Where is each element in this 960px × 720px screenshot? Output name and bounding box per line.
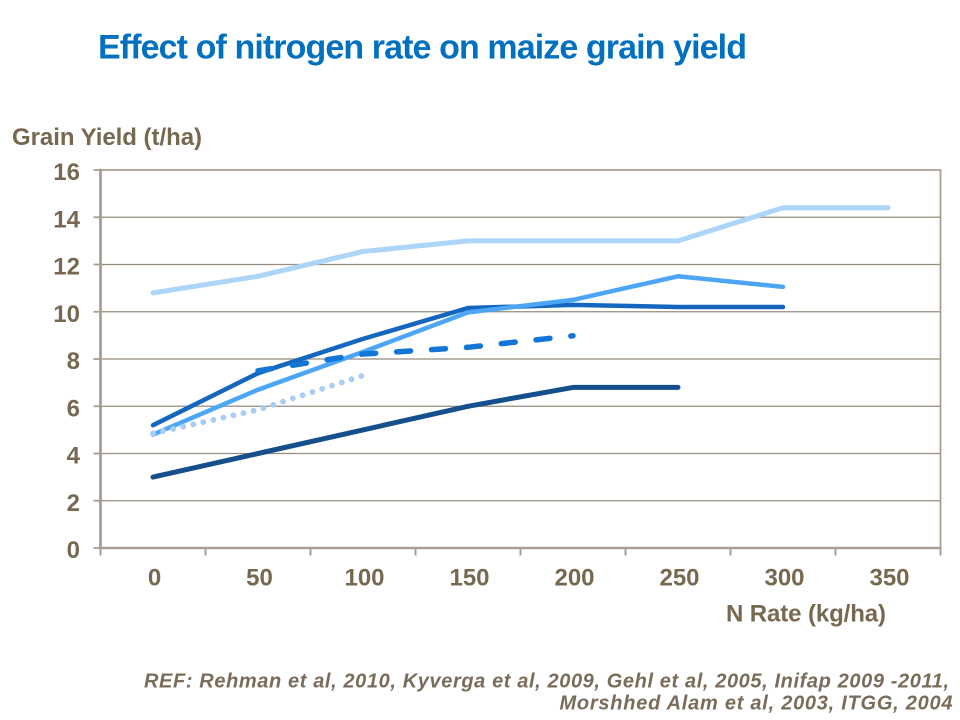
svg-text:300: 300	[764, 564, 804, 591]
svg-text:Grain Yield (t/ha): Grain Yield (t/ha)	[12, 124, 202, 151]
svg-text:8: 8	[67, 348, 80, 375]
svg-text:10: 10	[53, 301, 80, 328]
svg-text:6: 6	[67, 395, 80, 422]
svg-text:0: 0	[148, 564, 161, 591]
svg-text:50: 50	[246, 564, 273, 591]
svg-text:12: 12	[53, 254, 80, 281]
svg-text:150: 150	[449, 564, 489, 591]
svg-text:250: 250	[659, 564, 699, 591]
svg-text:REF: Rehman et al, 2010, Kyver: REF: Rehman et al, 2010, Kyverga et al, …	[144, 670, 949, 692]
svg-text:350: 350	[869, 564, 909, 591]
svg-text:Effect of nitrogen rate on mai: Effect of nitrogen rate on maize grain y…	[98, 29, 747, 67]
svg-text:200: 200	[554, 564, 594, 591]
svg-text:14: 14	[53, 206, 80, 233]
svg-text:N Rate (kg/ha): N Rate (kg/ha)	[726, 601, 886, 628]
svg-text:0: 0	[67, 537, 80, 564]
svg-text:100: 100	[344, 564, 384, 591]
svg-text:16: 16	[53, 159, 80, 186]
svg-text:2: 2	[67, 490, 80, 517]
svg-text:Morshhed Alam et al, 2003, ITG: Morshhed Alam et al, 2003, ITGG, 2004	[560, 693, 953, 715]
svg-text:4: 4	[67, 443, 81, 470]
